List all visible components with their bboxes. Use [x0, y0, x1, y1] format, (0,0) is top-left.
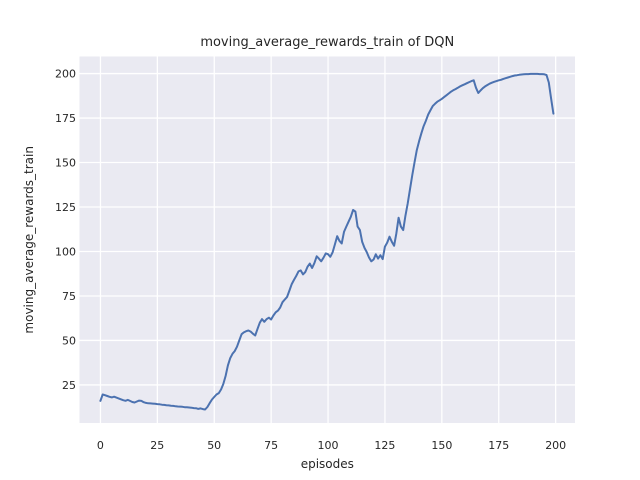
y-tick-label: 125 — [55, 201, 76, 214]
y-tick-label: 50 — [62, 334, 76, 347]
x-tick-label: 200 — [545, 439, 566, 452]
x-tick-label: 175 — [488, 439, 509, 452]
x-tick-labels: 0 25 50 75 100 125 150 175 200 — [97, 439, 566, 452]
y-tick-labels: 25 50 75 100 125 150 175 200 — [55, 68, 76, 392]
gridlines — [79, 56, 575, 423]
y-axis-label: moving_average_rewards_train — [22, 146, 36, 334]
y-tick-label: 150 — [55, 157, 76, 170]
x-tick-label: 25 — [150, 439, 164, 452]
x-axis-label: episodes — [301, 457, 354, 471]
y-tick-label: 25 — [62, 379, 76, 392]
x-tick-label: 100 — [318, 439, 339, 452]
x-tick-label: 0 — [97, 439, 104, 452]
y-tick-label: 100 — [55, 246, 76, 259]
reward-line-series — [99, 72, 555, 411]
x-tick-label: 150 — [431, 439, 452, 452]
plot-panel — [79, 56, 575, 423]
y-tick-label: 175 — [55, 112, 76, 125]
x-tick-label: 125 — [374, 439, 395, 452]
x-tick-label: 50 — [207, 439, 221, 452]
y-tick-label: 200 — [55, 68, 76, 81]
y-tick-label: 75 — [62, 290, 76, 303]
chart-title: moving_average_rewards_train of DQN — [200, 35, 454, 50]
x-tick-label: 75 — [264, 439, 278, 452]
